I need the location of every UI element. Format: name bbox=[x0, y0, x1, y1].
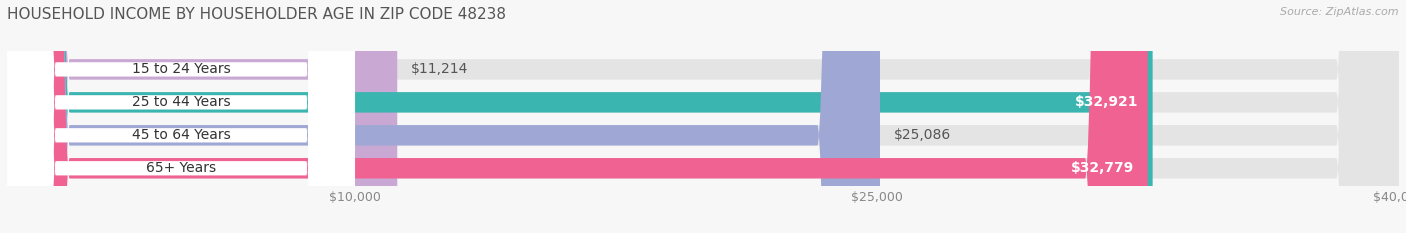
Text: HOUSEHOLD INCOME BY HOUSEHOLDER AGE IN ZIP CODE 48238: HOUSEHOLD INCOME BY HOUSEHOLDER AGE IN Z… bbox=[7, 7, 506, 22]
Text: 25 to 44 Years: 25 to 44 Years bbox=[132, 95, 231, 109]
FancyBboxPatch shape bbox=[7, 0, 354, 233]
FancyBboxPatch shape bbox=[7, 0, 1147, 233]
Text: $32,779: $32,779 bbox=[1070, 161, 1133, 175]
Text: Source: ZipAtlas.com: Source: ZipAtlas.com bbox=[1281, 7, 1399, 17]
FancyBboxPatch shape bbox=[7, 0, 1399, 233]
Text: 65+ Years: 65+ Years bbox=[146, 161, 217, 175]
Text: 45 to 64 Years: 45 to 64 Years bbox=[132, 128, 231, 142]
FancyBboxPatch shape bbox=[7, 0, 354, 233]
FancyBboxPatch shape bbox=[7, 0, 1399, 233]
FancyBboxPatch shape bbox=[7, 0, 354, 233]
Text: $32,921: $32,921 bbox=[1076, 95, 1139, 109]
FancyBboxPatch shape bbox=[7, 0, 398, 233]
Text: $11,214: $11,214 bbox=[411, 62, 468, 76]
FancyBboxPatch shape bbox=[7, 0, 1399, 233]
FancyBboxPatch shape bbox=[7, 0, 354, 233]
Text: 15 to 24 Years: 15 to 24 Years bbox=[132, 62, 231, 76]
FancyBboxPatch shape bbox=[7, 0, 880, 233]
Text: $25,086: $25,086 bbox=[894, 128, 950, 142]
FancyBboxPatch shape bbox=[7, 0, 1399, 233]
FancyBboxPatch shape bbox=[7, 0, 1153, 233]
